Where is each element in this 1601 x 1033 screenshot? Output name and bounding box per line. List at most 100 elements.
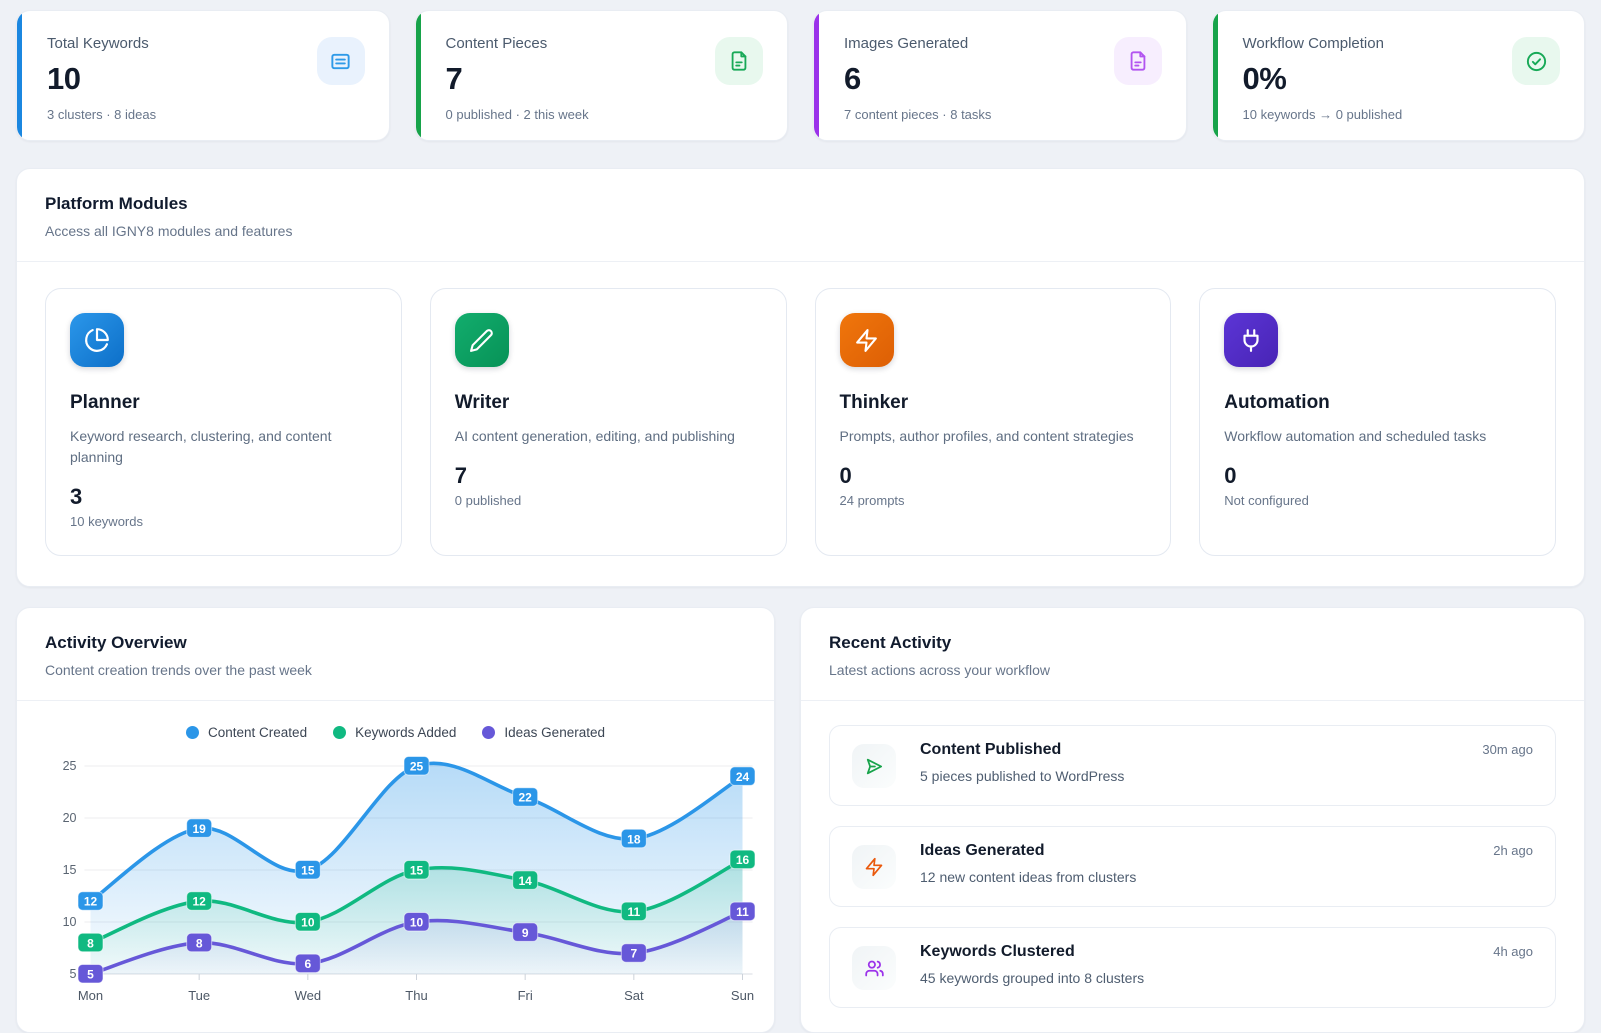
svg-text:10: 10 (410, 916, 424, 930)
pie-chart-icon (70, 313, 124, 367)
data-label-badge (620, 828, 647, 849)
svg-text:Wed: Wed (295, 988, 322, 1003)
legend-item-content-created[interactable]: Content Created (186, 725, 307, 740)
legend-dot (186, 726, 200, 739)
data-label-badge (729, 901, 756, 922)
svg-text:8: 8 (87, 936, 94, 950)
module-stat-label: 0 published (454, 493, 522, 508)
chart-legend: Content Created Keywords Added Ideas Gener… (27, 725, 764, 740)
svg-text:12: 12 (192, 895, 206, 909)
module-stat-value: 0 (839, 463, 852, 488)
activity-chart-area: Content Created Keywords Added Ideas Gener… (17, 701, 774, 1021)
recent-activity-list: Content Published 30m ago 5 pieces publi… (801, 701, 1584, 1032)
section-title: Platform Modules (45, 194, 188, 213)
legend-item-keywords-added[interactable]: Keywords Added (333, 725, 456, 740)
accent-bar (17, 11, 22, 140)
zap-icon (852, 845, 896, 889)
module-stat-value: 0 (1224, 463, 1237, 488)
svg-text:25: 25 (410, 760, 424, 774)
module-name: Writer (454, 392, 510, 413)
svg-text:5: 5 (87, 968, 94, 982)
data-label-badge (294, 912, 321, 932)
modules-grid: Planner Keyword research, clustering, an… (17, 262, 1584, 586)
stat-value: 6 (844, 61, 861, 96)
svg-text:15: 15 (301, 864, 315, 878)
accent-bar (1212, 11, 1218, 140)
activity-title: Keywords Clustered (920, 943, 1075, 960)
series-ideas-generated: 5 8 6 10 9 7 11 (77, 901, 756, 984)
svg-text:10: 10 (63, 915, 77, 929)
svg-text:12: 12 (84, 895, 98, 909)
svg-text:Fri: Fri (518, 988, 533, 1003)
svg-text:11: 11 (736, 905, 749, 919)
svg-text:15: 15 (63, 863, 77, 877)
data-label-badge (186, 932, 213, 953)
module-description: Keyword research, clustering, and conten… (70, 428, 332, 465)
svg-text:22: 22 (518, 791, 532, 805)
activity-timestamp: 4h ago (1493, 944, 1533, 959)
module-stat-label: Not configured (1224, 493, 1309, 508)
data-label-badge (512, 787, 539, 807)
stat-label: Workflow Completion (1242, 35, 1384, 52)
svg-text:8: 8 (196, 936, 203, 950)
svg-text:19: 19 (192, 822, 206, 836)
module-name: Thinker (839, 392, 909, 413)
legend-label: Ideas Generated (504, 725, 605, 740)
data-label-badge (77, 932, 104, 953)
activity-overview-panel: Activity Overview Content creation trend… (16, 607, 775, 1033)
activity-title: Ideas Generated (920, 842, 1045, 859)
module-description: Workflow automation and scheduled tasks (1224, 428, 1487, 444)
bottom-row: Activity Overview Content creation trend… (16, 607, 1585, 1033)
section-title: Activity Overview (45, 633, 187, 652)
module-name: Planner (70, 392, 140, 413)
module-stat-label: 24 prompts (839, 493, 905, 508)
send-icon (852, 744, 896, 788)
divider (801, 700, 1584, 701)
data-label-badge (729, 766, 756, 786)
data-label-badge (294, 953, 321, 974)
svg-text:9: 9 (522, 926, 529, 940)
stat-value: 10 (47, 61, 81, 96)
module-card-automation[interactable]: Automation Workflow automation and sched… (1199, 288, 1556, 556)
file-text-icon (1113, 37, 1162, 85)
data-label-badge (512, 870, 539, 890)
module-stat-label: 10 keywords (70, 514, 143, 529)
module-card-writer[interactable]: Writer AI content generation, editing, a… (429, 288, 787, 556)
stat-value: 7 (445, 61, 463, 96)
activity-title: Content Published (920, 741, 1062, 758)
stat-subtext: 3 clusters · 8 ideas (47, 107, 157, 122)
divider (17, 261, 1584, 262)
activity-overview-header: Activity Overview Content creation trend… (17, 608, 774, 700)
stat-value: 0% (1242, 61, 1287, 96)
stats-row: Total Keywords 10 3 clusters · 8 ideas C… (16, 10, 1585, 141)
check-circle-icon (1512, 37, 1560, 85)
module-stat-value: 7 (454, 463, 467, 488)
svg-text:5: 5 (70, 967, 77, 981)
recent-activity-header: Recent Activity Latest actions across yo… (801, 608, 1584, 700)
module-description: AI content generation, editing, and publ… (454, 428, 735, 444)
module-description: Prompts, author profiles, and content st… (839, 428, 1134, 444)
plug-icon (1224, 313, 1279, 367)
legend-item-ideas-generated[interactable]: Ideas Generated (482, 725, 605, 740)
legend-label: Content Created (208, 725, 308, 740)
svg-text:Sat: Sat (624, 988, 644, 1003)
activity-item-keywords-clustered: Keywords Clustered 4h ago 45 keywords gr… (829, 927, 1556, 1008)
module-card-planner[interactable]: Planner Keyword research, clustering, an… (45, 288, 402, 556)
data-label-badge (186, 891, 213, 911)
stat-label: Total Keywords (47, 35, 149, 52)
svg-text:24: 24 (736, 770, 750, 784)
stat-subtext: 10 keywords → 0 published (1242, 107, 1403, 122)
platform-modules-header: Platform Modules Access all IGNY8 module… (17, 169, 1584, 261)
data-label-badge (403, 756, 430, 776)
file-text-icon (715, 37, 763, 85)
svg-text:20: 20 (63, 811, 77, 825)
legend-label: Keywords Added (355, 725, 457, 740)
activity-description: 12 new content ideas from clusters (920, 869, 1137, 885)
svg-text:16: 16 (736, 853, 750, 867)
module-card-thinker[interactable]: Thinker Prompts, author profiles, and co… (814, 288, 1172, 556)
svg-text:Mon: Mon (78, 988, 103, 1003)
svg-text:25: 25 (63, 759, 77, 773)
section-subtitle: Access all IGNY8 modules and features (45, 223, 293, 239)
section-subtitle: Content creation trends over the past we… (45, 662, 312, 678)
